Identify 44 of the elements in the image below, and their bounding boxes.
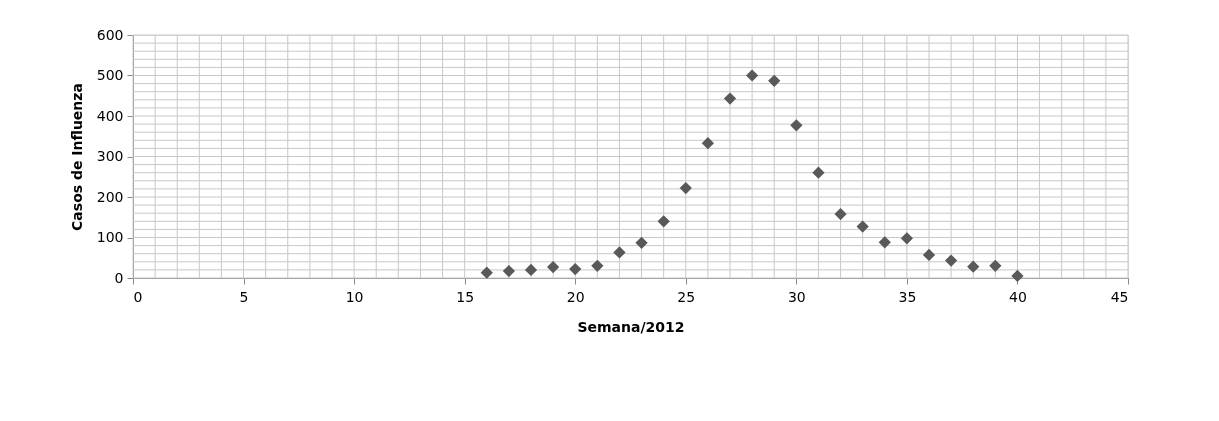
point bbox=[922, 248, 936, 262]
point bbox=[480, 266, 493, 279]
y-tick-label: 300 bbox=[96, 148, 124, 164]
x-tick-label: 25 bbox=[677, 288, 696, 305]
y-tick-label: 500 bbox=[96, 67, 124, 83]
x-tick-label: 0 bbox=[133, 288, 143, 305]
point bbox=[635, 236, 648, 249]
x-tick-label: 35 bbox=[898, 288, 917, 305]
x-tick-label: 15 bbox=[456, 288, 475, 305]
x-tick-label: 40 bbox=[1009, 288, 1027, 305]
point bbox=[812, 166, 825, 179]
point bbox=[745, 69, 759, 82]
point bbox=[967, 260, 980, 273]
point bbox=[856, 220, 869, 233]
point bbox=[613, 246, 626, 259]
x-tick-label: 45 bbox=[1110, 288, 1129, 305]
y-tick-label: 400 bbox=[96, 107, 124, 124]
point bbox=[569, 262, 582, 276]
x-tick-label: 30 bbox=[787, 288, 806, 305]
x-tick-label: 20 bbox=[566, 288, 585, 305]
point bbox=[524, 263, 538, 277]
point bbox=[591, 259, 604, 272]
point bbox=[834, 207, 847, 221]
x-axis-title: Semana/2012 bbox=[577, 318, 685, 335]
point bbox=[679, 181, 692, 195]
x-tick-label: 5 bbox=[239, 288, 249, 305]
y-tick-label: 0 bbox=[114, 269, 124, 286]
point bbox=[878, 236, 891, 249]
point bbox=[546, 260, 560, 274]
x-tick-label: 10 bbox=[345, 288, 364, 305]
y-axis-title: Casos de Influenza bbox=[68, 83, 85, 231]
point bbox=[944, 254, 958, 267]
y-tick-label: 200 bbox=[96, 188, 124, 205]
point bbox=[768, 74, 781, 87]
point bbox=[900, 232, 914, 245]
y-tick-label: 100 bbox=[96, 229, 124, 245]
point bbox=[790, 119, 803, 132]
point bbox=[701, 137, 715, 150]
point bbox=[657, 215, 670, 228]
y-tick-label: 600 bbox=[96, 26, 124, 43]
point bbox=[502, 264, 516, 278]
point bbox=[1011, 269, 1024, 283]
point bbox=[723, 92, 737, 105]
point bbox=[989, 259, 1002, 272]
